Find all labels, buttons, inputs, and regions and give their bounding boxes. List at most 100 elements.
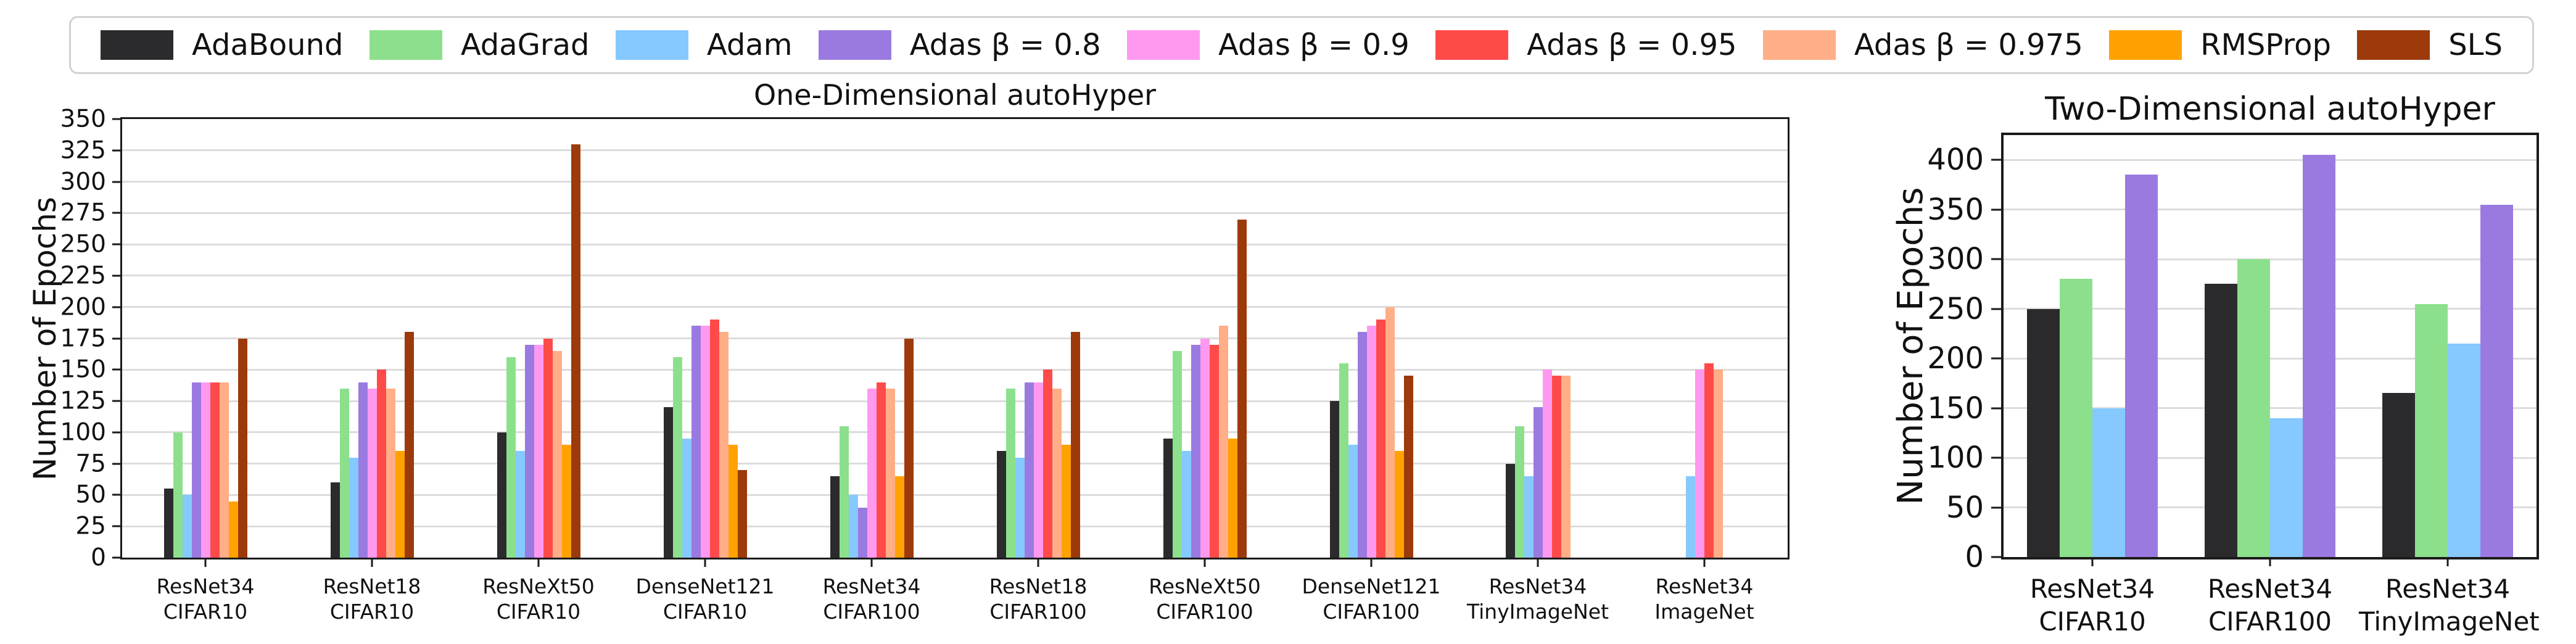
x-tick-label: DenseNet121 CIFAR100	[1302, 574, 1441, 624]
bar	[2415, 303, 2448, 557]
bar	[497, 432, 506, 558]
bar	[691, 326, 701, 558]
y-tick-label: 125	[60, 387, 106, 415]
legend-label: Adas β = 0.8	[909, 28, 1101, 62]
x-tick-mark	[870, 558, 873, 567]
bar	[682, 439, 691, 558]
gridline	[122, 400, 1788, 402]
bar-group	[622, 119, 788, 558]
bar	[1714, 369, 1723, 558]
y-axis-label: Number of Epochs	[27, 196, 63, 481]
gridline	[122, 337, 1788, 339]
bar-group	[2181, 135, 2359, 557]
bar	[1024, 382, 1034, 558]
bar	[1015, 457, 1025, 558]
bar	[571, 144, 580, 558]
bar	[173, 432, 183, 558]
bar	[728, 445, 738, 558]
bar	[349, 457, 358, 558]
bar	[358, 382, 368, 558]
y-tick-mark	[112, 493, 122, 496]
bar	[1033, 382, 1043, 558]
bar	[1209, 344, 1219, 558]
y-tick-label: 250	[60, 230, 106, 258]
x-category: ResNet18 CIFAR100	[955, 558, 1121, 625]
bar	[1237, 219, 1247, 558]
legend-swatch-icon	[1126, 30, 1200, 60]
legend-label: AdaGrad	[460, 28, 590, 62]
bar	[515, 451, 525, 558]
y-tick-label: 100	[1927, 440, 1984, 476]
bar-group	[455, 119, 622, 558]
x-tick-mark	[1537, 558, 1539, 567]
bar	[1704, 363, 1714, 558]
bar	[552, 350, 562, 558]
legend-label: Adas β = 0.975	[1854, 28, 2083, 62]
y-tick-label: 275	[60, 199, 106, 227]
bar	[876, 382, 886, 558]
x-category: ResNet18 CIFAR10	[289, 558, 455, 625]
bar	[1329, 401, 1339, 558]
x-tick-label: ResNet34 TinyImageNet	[1466, 574, 1609, 624]
gridline	[2004, 159, 2537, 161]
y-tick-mark	[1991, 258, 2004, 260]
x-tick-mark	[1370, 558, 1373, 567]
y-tick-mark	[1991, 506, 2004, 509]
legend-label: AdaBound	[192, 28, 344, 62]
bar-group	[955, 119, 1121, 558]
bar	[663, 407, 673, 558]
legend-label: Adam	[706, 28, 793, 62]
bar	[219, 382, 229, 558]
bar	[1394, 451, 1404, 558]
bar	[191, 382, 201, 558]
bar-group	[1288, 119, 1455, 558]
bar	[1061, 445, 1071, 558]
bar	[2092, 408, 2125, 557]
y-tick-label: 150	[1927, 390, 1984, 426]
bar	[1524, 476, 1534, 558]
bar	[2448, 343, 2480, 557]
x-tick-label: ResNeXt50 CIFAR10	[482, 574, 595, 624]
bar	[2027, 308, 2060, 557]
bar	[1551, 376, 1561, 558]
bar	[163, 489, 173, 558]
gridline	[122, 181, 1788, 183]
gridline	[2004, 308, 2537, 310]
gridline	[122, 431, 1788, 434]
y-tick-mark	[112, 525, 122, 527]
bar	[1561, 376, 1571, 558]
legend-swatch-icon	[369, 30, 442, 60]
x-tick-mark	[537, 558, 540, 567]
chart-title: One-Dimensional autoHyper	[753, 78, 1157, 112]
bar	[228, 501, 238, 558]
bar	[1191, 344, 1200, 558]
y-tick-mark	[1991, 407, 2004, 410]
chart-two-dimensional: Two-Dimensional autoHyper Number of Epoc…	[1891, 91, 2540, 637]
legend-swatch-icon	[2109, 30, 2182, 60]
bar	[830, 476, 840, 558]
bar	[1505, 463, 1515, 558]
legend-label: RMSProp	[2200, 28, 2331, 62]
bar	[1181, 451, 1191, 558]
bar	[2237, 259, 2270, 557]
x-tick-label: ResNeXt50 CIFAR100	[1149, 574, 1261, 624]
y-tick-label: 325	[60, 136, 106, 165]
bar	[1218, 326, 1228, 558]
bar	[904, 338, 914, 558]
bars-layer	[2004, 135, 2537, 557]
bar	[1339, 363, 1348, 558]
bar	[543, 338, 553, 558]
bar-group	[1121, 119, 1288, 558]
legend-swatch-icon	[1435, 30, 1509, 60]
x-tick-label: ResNet34 CIFAR10	[2029, 574, 2155, 637]
x-tick-mark	[1037, 558, 1039, 567]
bar	[1542, 369, 1552, 558]
bar	[885, 388, 895, 558]
bar	[894, 476, 904, 558]
y-tick-mark	[112, 463, 122, 465]
x-tick-label: ResNet34 ImageNet	[1654, 574, 1754, 624]
bar	[1366, 326, 1376, 558]
bar	[719, 332, 729, 558]
y-tick-label: 175	[60, 324, 106, 352]
